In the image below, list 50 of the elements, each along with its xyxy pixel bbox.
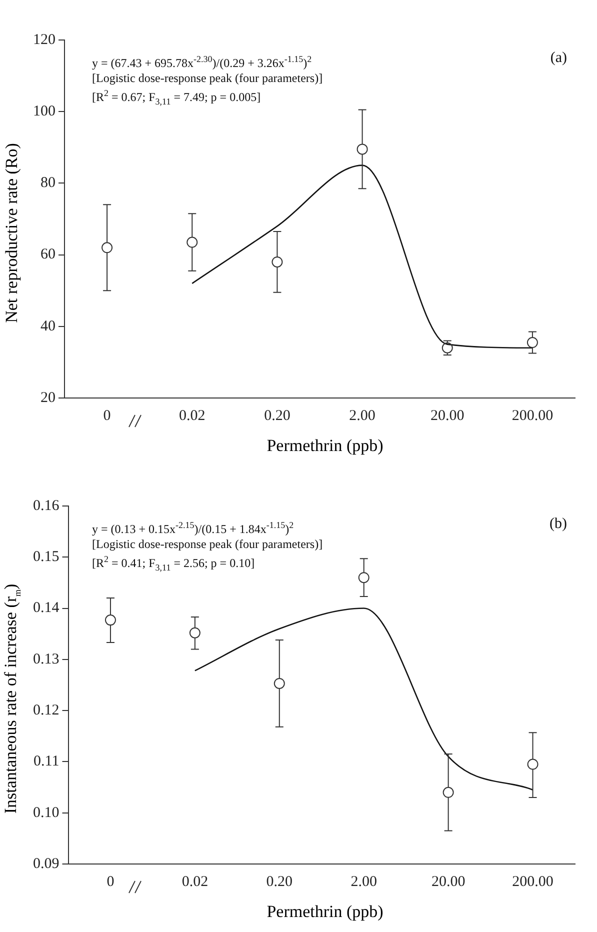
- y-tick-label: 80: [40, 175, 56, 192]
- y-tick-label: 60: [40, 246, 56, 263]
- point: [186, 236, 198, 248]
- y-tick-label: 120: [33, 32, 56, 48]
- y-tick-label: 40: [40, 318, 56, 334]
- point: [189, 627, 200, 638]
- y-tick-label: 0.10: [33, 804, 60, 821]
- point: [356, 144, 368, 155]
- annotation: [Logistic dose-response peak (four parameters)]: [92, 537, 323, 551]
- point: [358, 572, 370, 584]
- x-tick-label: 0.20: [264, 408, 290, 424]
- point: [102, 242, 113, 254]
- y-tick-label: 0.12: [33, 702, 60, 719]
- x-tick-label: 0.20: [266, 874, 293, 890]
- x-tick-label: 200.00: [512, 874, 554, 890]
- y-tick-label: 0.16: [33, 498, 60, 514]
- y-tick-label: 100: [33, 104, 56, 120]
- x-tick-label: 0.02: [179, 408, 206, 424]
- point: [274, 678, 285, 689]
- x-tick-label: 0: [106, 874, 114, 890]
- point: [526, 337, 538, 348]
- point: [442, 786, 454, 798]
- point: [272, 256, 283, 268]
- y-tick-label: 0.09: [33, 856, 60, 872]
- x-tick-label: 0: [103, 408, 111, 424]
- text: (b): [550, 516, 567, 533]
- x-tick-label: 20.00: [430, 408, 464, 424]
- x-tick-label: 20.00: [431, 874, 466, 890]
- point: [442, 342, 453, 354]
- line-series: [194, 608, 534, 790]
- annotation: y = (67.43 + 695.78x$^{-2.30}$)/(0.29 + 3.26x$^{-1.15}$)$^{2}$: [92, 54, 312, 70]
- x-tick-label: 2.00: [350, 874, 377, 890]
- x-tick-label: 0.02: [182, 874, 208, 890]
- x-tick-label: 200.00: [512, 408, 554, 424]
- annotation: [Logistic dose-response peak (four parameters)]: [92, 71, 323, 85]
- y-tick-label: 20: [40, 390, 56, 406]
- y-axis-title: Net reproductive rate (Ro): [2, 143, 22, 323]
- point: [527, 758, 538, 770]
- annotation: y = (0.13 + 0.15x$^{-2.15}$)/(0.15 + 1.84x$^{-1.15}$)$^{2}$: [92, 520, 294, 536]
- annotation: [R$^{2}$ = 0.41; F$_{3,11}$ = 2.56; p = 0.10]: [92, 554, 255, 572]
- annotation: [R$^{2}$ = 0.67; F$_{3,11}$ = 7.49; p = 0.005]: [92, 88, 261, 106]
- y-tick-label: 0.11: [34, 754, 60, 770]
- text: (a): [550, 50, 567, 67]
- x-axis-title: Permethrin (ppb): [266, 436, 384, 456]
- x-axis-title: Permethrin (ppb): [266, 902, 384, 922]
- point: [104, 614, 116, 626]
- x-tick-label: 2.00: [349, 408, 376, 424]
- y-tick-label: 0.14: [33, 600, 60, 616]
- y-tick-label: 0.15: [33, 549, 60, 566]
- y-tick-label: 0.13: [33, 651, 60, 668]
